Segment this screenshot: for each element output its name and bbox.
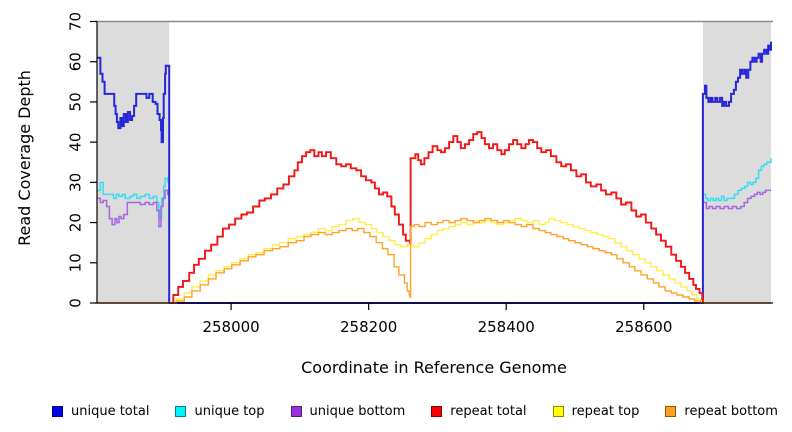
y-tick-label: 20 bbox=[67, 213, 85, 232]
legend-item-unique-top: unique top bbox=[175, 403, 265, 419]
x-axis-title: Coordinate in Reference Genome bbox=[301, 358, 567, 377]
legend-label: unique top bbox=[194, 403, 265, 419]
legend-item-repeat-total: repeat total bbox=[431, 403, 527, 419]
series-line-repeat-bottom bbox=[97, 217, 771, 304]
y-tick-label: 70 bbox=[67, 12, 85, 31]
y-axis-title: Read Coverage Depth bbox=[15, 70, 34, 246]
legend-swatch-icon bbox=[431, 405, 443, 417]
series-lines bbox=[97, 41, 772, 304]
x-tick-label: 258200 bbox=[340, 318, 397, 336]
legend-swatch-icon bbox=[290, 405, 302, 417]
legend-label: repeat bottom bbox=[684, 403, 778, 419]
legend: unique total unique top unique bottom repea… bbox=[0, 398, 792, 424]
axes: 0 10 20 30 40 50 60 70 258000 258200 258400 258600 bbox=[67, 12, 773, 336]
series-line-repeat-total bbox=[169, 131, 704, 304]
legend-item-repeat-top: repeat top bbox=[552, 403, 640, 419]
x-tick-label: 258400 bbox=[478, 318, 535, 336]
y-tick-label: 30 bbox=[67, 173, 85, 192]
legend-label: repeat total bbox=[450, 403, 527, 419]
legend-swatch-icon bbox=[665, 405, 677, 417]
legend-item-unique-bottom: unique bottom bbox=[290, 403, 406, 419]
right-unique-region bbox=[702, 21, 771, 303]
series-line-unique-total bbox=[97, 41, 772, 304]
legend-item-unique-total: unique total bbox=[52, 404, 149, 419]
legend-label: repeat top bbox=[571, 403, 640, 419]
y-tick-label: 10 bbox=[67, 253, 85, 272]
legend-swatch-icon bbox=[552, 405, 564, 417]
series-line-unique-top bbox=[97, 158, 772, 304]
x-tick-label: 258000 bbox=[202, 318, 259, 336]
legend-swatch-icon bbox=[175, 405, 187, 417]
legend-label: unique total bbox=[71, 403, 150, 419]
y-tick-label: 40 bbox=[67, 133, 85, 152]
left-unique-region bbox=[97, 21, 170, 303]
legend-item-repeat-bottom: repeat bottom bbox=[665, 404, 778, 419]
legend-label: unique bottom bbox=[309, 403, 406, 419]
y-tick-label: 0 bbox=[67, 298, 85, 308]
series-line-unique-bottom bbox=[97, 189, 771, 304]
x-tick-label: 258600 bbox=[615, 318, 672, 336]
legend-swatch-icon bbox=[52, 405, 63, 417]
y-tick-label: 50 bbox=[67, 92, 85, 111]
highlight-regions bbox=[97, 21, 771, 303]
series-line-repeat-top bbox=[169, 217, 704, 304]
y-tick-label: 60 bbox=[67, 52, 85, 71]
